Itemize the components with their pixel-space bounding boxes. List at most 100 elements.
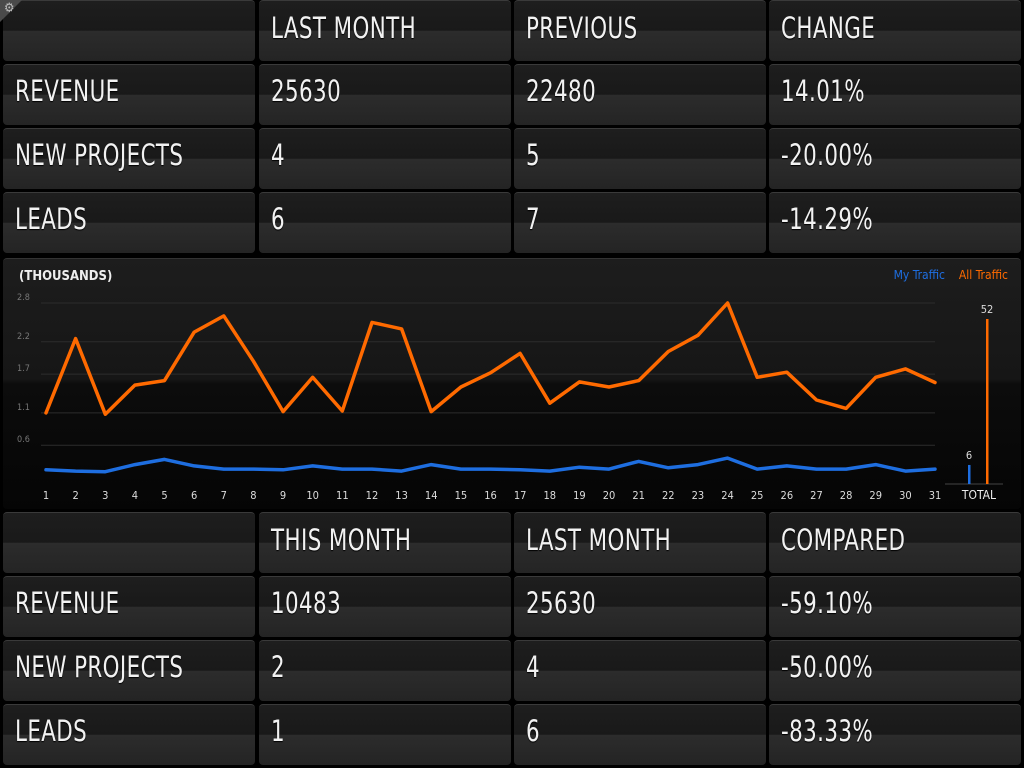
x-tick-label: 9 bbox=[280, 489, 286, 502]
total-all-traffic-label: 52 bbox=[981, 303, 994, 316]
top_table-value-cell: 5 bbox=[514, 128, 766, 189]
bottom_table-value-cell: 4 bbox=[514, 640, 766, 701]
top_table-value-cell: 4 bbox=[259, 128, 511, 189]
top_table-header-cell: PREVIOUS bbox=[514, 0, 766, 61]
row-value: 25630 bbox=[271, 74, 342, 108]
x-tick-label: 22 bbox=[662, 489, 675, 502]
x-tick-label: 7 bbox=[221, 489, 227, 502]
top_table-header-cell bbox=[3, 0, 255, 61]
x-tick-label: 5 bbox=[161, 489, 167, 502]
total-my-traffic-bar bbox=[968, 464, 971, 484]
top_table-value-cell: 25630 bbox=[259, 64, 511, 125]
row-value: -20.00% bbox=[781, 138, 874, 172]
row-value: -83.33% bbox=[781, 714, 874, 748]
bottom_table-header-label: LAST MONTH bbox=[526, 523, 672, 557]
bottom_table-value-cell: -50.00% bbox=[769, 640, 1021, 701]
x-tick-label: 27 bbox=[810, 489, 823, 502]
bottom_table-header-cell: THIS MONTH bbox=[259, 512, 511, 573]
x-tick-label: 11 bbox=[336, 489, 349, 502]
total-all-traffic-bar bbox=[986, 319, 989, 484]
traffic-chart-panel: 0.6 1.1 1.7 2.2 2.8 (THOUSANDS) All Traffic My … bbox=[3, 258, 1021, 509]
row-value: 2 bbox=[271, 650, 286, 684]
y-tick-label: 2.8 bbox=[17, 293, 30, 303]
chart-title: (THOUSANDS) bbox=[19, 269, 112, 284]
total-my-traffic-label: 6 bbox=[966, 449, 972, 462]
x-tick-label: 29 bbox=[869, 489, 882, 502]
bottom_table-value-cell: -83.33% bbox=[769, 704, 1021, 765]
bottom_table-header-cell bbox=[3, 512, 255, 573]
y-tick-label: 2.2 bbox=[17, 332, 30, 342]
x-tick-label: 4 bbox=[132, 489, 138, 502]
row-label: REVENUE bbox=[15, 586, 120, 620]
y-tick-label: 0.6 bbox=[17, 435, 30, 445]
bottom_table-row-label-cell: REVENUE bbox=[3, 576, 255, 637]
top_table-value-cell: 14.01% bbox=[769, 64, 1021, 125]
x-tick-label: 16 bbox=[484, 489, 497, 502]
bottom_table-header-label: THIS MONTH bbox=[271, 523, 412, 557]
row-value: 7 bbox=[526, 202, 541, 236]
x-tick-label: 26 bbox=[781, 489, 794, 502]
top_table-header-cell: CHANGE bbox=[769, 0, 1021, 61]
x-tick-label: 8 bbox=[250, 489, 256, 502]
row-label: NEW PROJECTS bbox=[15, 650, 184, 684]
row-value: 22480 bbox=[526, 74, 597, 108]
bottom_table-row-label-cell: LEADS bbox=[3, 704, 255, 765]
legend-all-traffic: All Traffic bbox=[959, 268, 1008, 282]
row-label: LEADS bbox=[15, 202, 88, 236]
bottom_table-value-cell: 1 bbox=[259, 704, 511, 765]
row-value: 14.01% bbox=[781, 74, 866, 108]
bottom_table-value-cell: 10483 bbox=[259, 576, 511, 637]
x-tick-label: 23 bbox=[692, 489, 705, 502]
x-tick-label: 13 bbox=[395, 489, 408, 502]
x-tick-label: 2 bbox=[72, 489, 78, 502]
series-line bbox=[44, 301, 937, 416]
x-tick-label: 15 bbox=[455, 489, 468, 502]
bottom_table-header-cell: LAST MONTH bbox=[514, 512, 766, 573]
bottom_table-row-label-cell: NEW PROJECTS bbox=[3, 640, 255, 701]
top_table-value-cell: -20.00% bbox=[769, 128, 1021, 189]
row-value: -14.29% bbox=[781, 202, 874, 236]
y-tick-label: 1.1 bbox=[17, 403, 30, 413]
row-value: -59.10% bbox=[781, 586, 874, 620]
x-tick-label: 31 bbox=[929, 489, 942, 502]
series-line bbox=[44, 456, 937, 474]
settings-corner[interactable] bbox=[0, 0, 22, 22]
row-value: 4 bbox=[271, 138, 286, 172]
top_table-row-label-cell: REVENUE bbox=[3, 64, 255, 125]
x-tick-label: 3 bbox=[102, 489, 108, 502]
x-tick-label: 21 bbox=[632, 489, 645, 502]
x-tick-label: 10 bbox=[306, 489, 319, 502]
totals-axis-label: TOTAL bbox=[961, 488, 996, 502]
top_table-header-cell: LAST MONTH bbox=[259, 0, 511, 61]
top_table-header-label: CHANGE bbox=[781, 11, 876, 45]
bottom-stats-table: THIS MONTH LAST MONTH COMPARED REVENUE 10483… bbox=[0, 512, 1024, 768]
row-value: 5 bbox=[526, 138, 541, 172]
top_table-value-cell: 7 bbox=[514, 192, 766, 253]
gear-icon[interactable]: ⚙ bbox=[4, 1, 15, 16]
x-tick-label: 1 bbox=[43, 489, 49, 502]
bottom_table-value-cell: 2 bbox=[259, 640, 511, 701]
top_table-value-cell: -14.29% bbox=[769, 192, 1021, 253]
row-label: LEADS bbox=[15, 714, 88, 748]
x-tick-label: 18 bbox=[543, 489, 556, 502]
row-value: -50.00% bbox=[781, 650, 874, 684]
bottom_table-value-cell: -59.10% bbox=[769, 576, 1021, 637]
row-value: 10483 bbox=[271, 586, 342, 620]
row-value: 25630 bbox=[526, 586, 597, 620]
row-value: 1 bbox=[271, 714, 286, 748]
bottom_table-value-cell: 25630 bbox=[514, 576, 766, 637]
x-tick-label: 14 bbox=[425, 489, 438, 502]
x-tick-label: 30 bbox=[899, 489, 912, 502]
row-value: 6 bbox=[271, 202, 286, 236]
bottom_table-header-cell: COMPARED bbox=[769, 512, 1021, 573]
top_table-header-label: PREVIOUS bbox=[526, 11, 638, 45]
top_table-row-label-cell: LEADS bbox=[3, 192, 255, 253]
top_table-value-cell: 22480 bbox=[514, 64, 766, 125]
bottom_table-value-cell: 6 bbox=[514, 704, 766, 765]
top-stats-table: LAST MONTH PREVIOUS CHANGE REVENUE 25630 2248… bbox=[0, 0, 1024, 256]
row-value: 6 bbox=[526, 714, 541, 748]
x-tick-label: 19 bbox=[573, 489, 586, 502]
top_table-value-cell: 6 bbox=[259, 192, 511, 253]
y-tick-label: 1.7 bbox=[17, 364, 30, 374]
